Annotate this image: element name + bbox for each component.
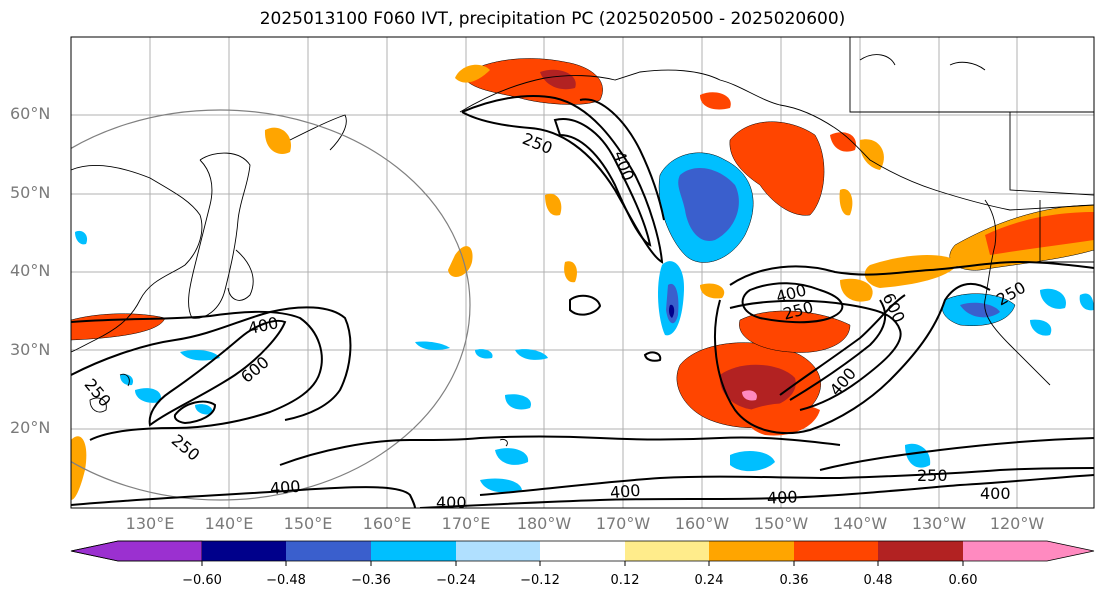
- lon-label: 150°W: [753, 514, 809, 533]
- colorbar-tick-label: −0.60: [182, 573, 222, 588]
- contour-label: 400: [436, 493, 467, 512]
- colorbar-swatch-10: [963, 541, 1094, 561]
- colorbar-outline: [70, 540, 1095, 562]
- colorbar-swatch-7: [709, 541, 794, 561]
- colorbar-tick-label: −0.24: [436, 573, 476, 588]
- map-frame: [70, 36, 1095, 509]
- lon-label: 130°E: [125, 514, 175, 533]
- contour-label: 400: [609, 480, 642, 503]
- contour-label: 400: [766, 487, 798, 508]
- lon-label: 160°E: [362, 514, 412, 533]
- colorbar-swatch-5: [540, 541, 625, 561]
- coastlines: [71, 37, 1094, 447]
- lon-label: 130°W: [911, 514, 967, 533]
- colorbar-tick-label: 0.24: [694, 573, 724, 588]
- lat-label: 30°N: [10, 340, 51, 359]
- map-title: 2025013100 F060 IVT, precipitation PC (2…: [259, 9, 846, 29]
- lon-label: 180°W: [516, 514, 572, 533]
- precip-shading-positive: [71, 58, 1094, 500]
- lon-label: 120°W: [989, 514, 1045, 533]
- contour-label: 400: [980, 484, 1011, 503]
- colorbar-tick-label: 0.48: [863, 573, 893, 588]
- lon-label: 140°W: [832, 514, 888, 533]
- contour-label: 250: [917, 466, 948, 485]
- colorbar-swatch-2: [286, 541, 371, 561]
- colorbar-tick-label: 0.60: [948, 573, 978, 588]
- lon-label: 170°W: [595, 514, 651, 533]
- colorbar-tick-label: −0.12: [520, 573, 560, 588]
- colorbar-tick-label: 0.12: [610, 573, 640, 588]
- contour-label: 400: [269, 476, 302, 499]
- ivt-contours: [71, 95, 1094, 508]
- range-circle: [71, 109, 471, 501]
- lon-label: 150°E: [283, 514, 333, 533]
- lon-label: 160°W: [674, 514, 730, 533]
- colorbar-swatch-0: [70, 540, 203, 562]
- lat-label: 50°N: [10, 183, 51, 202]
- lon-label: 170°E: [441, 514, 491, 533]
- colorbar-swatch-1: [202, 541, 286, 561]
- lon-label: 140°E: [204, 514, 254, 533]
- colorbar-tick-label: −0.48: [266, 573, 306, 588]
- colorbar-tick-label: 0.36: [779, 573, 809, 588]
- precip-shading-negative: [75, 152, 1094, 493]
- colorbar-tick-label: −0.36: [351, 573, 391, 588]
- colorbar-swatch-4: [456, 541, 540, 561]
- colorbar: [70, 540, 1095, 566]
- colorbar-swatch-6: [625, 541, 709, 561]
- lat-label: 60°N: [10, 104, 51, 123]
- lat-label: 20°N: [10, 418, 51, 437]
- colorbar-swatch-8: [794, 541, 878, 561]
- lat-label: 40°N: [10, 261, 51, 280]
- colorbar-swatch-9: [878, 541, 963, 561]
- colorbar-swatch-3: [371, 541, 456, 561]
